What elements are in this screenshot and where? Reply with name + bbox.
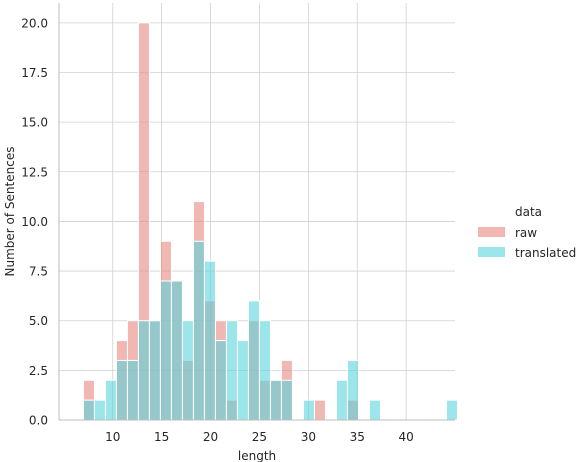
x-tick-label: 20: [203, 430, 218, 444]
bar-translated: [280, 379, 293, 421]
bar-translated: [148, 320, 161, 421]
bar-translated: [115, 359, 128, 421]
bar-translated: [126, 359, 139, 421]
bar-translated: [181, 320, 194, 421]
bars: [82, 22, 458, 421]
bar-translated: [214, 340, 227, 421]
bar-translated: [302, 399, 315, 421]
y-tick-label: 20.0: [21, 16, 48, 30]
grid: [59, 3, 455, 421]
bar-translated: [236, 340, 249, 421]
bar-translated: [104, 379, 117, 421]
x-tick-label: 35: [350, 430, 365, 444]
x-tick-label: 10: [105, 430, 120, 444]
bar-translated: [170, 280, 183, 421]
bar-translated: [247, 300, 260, 421]
bar-translated: [192, 240, 205, 421]
y-tick-label: 0.0: [29, 414, 48, 428]
y-tick-label: 5.0: [29, 314, 48, 328]
x-tick-label: 15: [154, 430, 169, 444]
bar-translated: [368, 399, 381, 421]
y-tick-label: 2.5: [29, 364, 48, 378]
y-axis-label: Number of Sentences: [3, 147, 17, 277]
bar-translated: [159, 280, 172, 421]
bar-translated: [82, 399, 95, 421]
y-tick-label: 17.5: [21, 66, 48, 80]
x-tick-label: 25: [252, 430, 267, 444]
legend-swatch-raw: [478, 227, 505, 237]
legend-swatch-translated: [478, 247, 505, 257]
tick-labels: 10 15 20 25 30 35 40 0.0 2.5 5.0 7.5 10.0 12.5 15.0 17…: [21, 16, 413, 444]
bar-translated: [258, 320, 271, 421]
y-tick-label: 7.5: [29, 265, 48, 279]
x-tick-label: 40: [398, 430, 413, 444]
legend-label-translated: translated: [515, 246, 576, 260]
bar-raw: [313, 399, 326, 421]
x-axis-label: length: [238, 449, 276, 462]
legend-label-raw: raw: [515, 226, 537, 240]
bar-translated: [93, 399, 106, 421]
legend: data raw translated: [478, 205, 576, 260]
legend-title: data: [515, 205, 542, 219]
bar-translated: [203, 260, 216, 421]
axes: [58, 3, 455, 421]
x-tick-label: 30: [301, 430, 316, 444]
y-tick-label: 10.0: [21, 215, 48, 229]
y-tick-label: 15.0: [21, 116, 48, 130]
bar-translated: [137, 320, 150, 421]
bar-translated: [335, 379, 348, 421]
bar-translated: [269, 379, 282, 421]
bar-translated: [445, 399, 458, 421]
bar-translated: [346, 359, 359, 421]
y-tick-label: 12.5: [21, 165, 48, 179]
bar-translated: [225, 320, 238, 421]
